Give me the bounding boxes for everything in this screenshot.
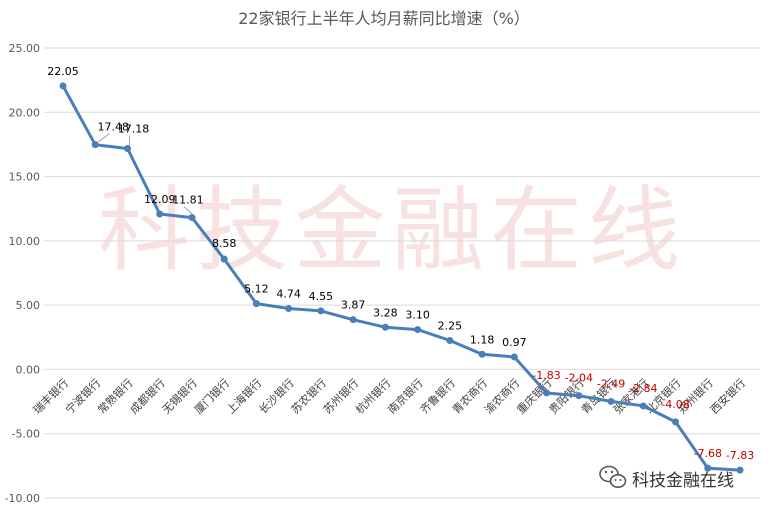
x-tick-label: 西安银行 xyxy=(707,376,748,417)
brand-text: 科技金融在线 xyxy=(632,471,734,491)
data-label: -1.83 xyxy=(532,369,560,382)
leader-line xyxy=(96,133,110,144)
y-tick-label: 15.00 xyxy=(9,171,41,184)
y-tick-label: 5.00 xyxy=(16,299,41,312)
data-point xyxy=(575,392,583,400)
y-tick-label: 0.00 xyxy=(16,363,41,376)
data-point xyxy=(59,82,67,90)
data-point xyxy=(317,307,325,315)
data-point xyxy=(639,402,647,410)
data-point xyxy=(188,214,196,222)
data-point xyxy=(349,316,357,324)
wechat-icon xyxy=(599,465,627,488)
data-label: 12.09 xyxy=(144,193,176,206)
data-label: -2.04 xyxy=(565,372,593,385)
watermark: 科技金融在线 xyxy=(98,177,686,284)
data-point xyxy=(91,141,99,149)
data-label: 17.48 xyxy=(97,121,129,134)
y-tick-label: 20.00 xyxy=(9,106,41,119)
y-tick-label: 25.00 xyxy=(9,42,41,55)
data-point xyxy=(156,210,164,218)
data-label: -2.84 xyxy=(629,382,657,395)
data-label: 3.28 xyxy=(373,306,398,319)
brand-badge: 科技金融在线 xyxy=(599,465,734,491)
data-point xyxy=(736,466,744,474)
data-label: -2.49 xyxy=(597,377,625,390)
data-point xyxy=(414,326,422,334)
data-label: 1.18 xyxy=(470,333,495,346)
data-label: 3.87 xyxy=(341,299,366,312)
data-label: 0.97 xyxy=(502,336,527,349)
data-label: -4.08 xyxy=(661,398,689,411)
data-point xyxy=(704,464,712,472)
data-point xyxy=(510,353,518,361)
leader-line xyxy=(183,206,195,216)
y-tick-label: 10.00 xyxy=(9,235,41,248)
gridlines xyxy=(44,47,760,499)
data-point xyxy=(672,418,680,426)
data-label: 11.81 xyxy=(172,194,204,207)
data-label: -7.83 xyxy=(726,449,754,462)
data-point xyxy=(252,300,260,308)
chart-title: 22家银行上半年人均月薪同比增速（%） xyxy=(238,9,530,28)
data-label: 8.58 xyxy=(212,237,237,250)
y-tick-label: -10.00 xyxy=(5,492,40,505)
data-label: 4.74 xyxy=(276,287,301,300)
data-label: -7.68 xyxy=(694,447,722,460)
data-points xyxy=(59,82,744,474)
series-line xyxy=(61,85,741,472)
data-point xyxy=(123,145,131,153)
data-label: 22.05 xyxy=(47,65,79,78)
data-label: 5.12 xyxy=(244,283,269,296)
data-point xyxy=(446,337,454,344)
data-label: 17.18 xyxy=(118,123,150,136)
data-point xyxy=(543,389,551,397)
data-point xyxy=(220,255,228,263)
data-label: 2.25 xyxy=(438,320,463,333)
data-point xyxy=(478,350,486,358)
data-label: 3.10 xyxy=(405,309,430,322)
data-point xyxy=(381,323,389,331)
y-axis: -10.00 -5.00 0.00 5.00 10.00 15.00 20.00 25.00 xyxy=(5,42,40,505)
data-point xyxy=(285,304,293,312)
data-label: 4.55 xyxy=(309,290,334,303)
leader-lines xyxy=(96,133,195,216)
y-tick-label: -5.00 xyxy=(12,428,40,441)
data-point xyxy=(607,397,615,405)
